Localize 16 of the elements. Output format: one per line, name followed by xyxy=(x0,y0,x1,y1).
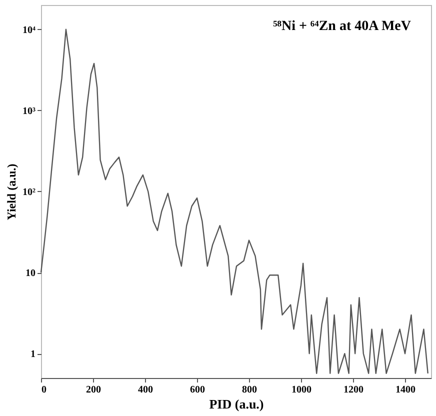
text: ⁵⁸Ni + ⁶⁴Zn at 40A MeV xyxy=(273,19,411,34)
x-tick-label: 1000 xyxy=(292,384,312,396)
y-tick-label: 1 xyxy=(30,349,36,360)
y-tick-label: 10 xyxy=(26,268,36,280)
x-axis-title: PID (a.u.) xyxy=(209,396,264,412)
x-tick-label: 400 xyxy=(138,384,153,396)
x-tick-label: 600 xyxy=(190,384,205,396)
y-tick-label: 10² xyxy=(22,187,36,198)
y-tick-label: 10⁴ xyxy=(22,24,36,36)
x-tick-label: 800 xyxy=(242,384,257,396)
x-tick-label: 1200 xyxy=(344,384,364,396)
x-tick-label: 200 xyxy=(86,384,101,396)
y-axis-title: Yield (a.u.) xyxy=(4,164,18,220)
y-tick-label: 10³ xyxy=(22,106,36,117)
x-tick-label: 1400 xyxy=(396,384,416,396)
x-tick-label: 0 xyxy=(42,384,46,396)
